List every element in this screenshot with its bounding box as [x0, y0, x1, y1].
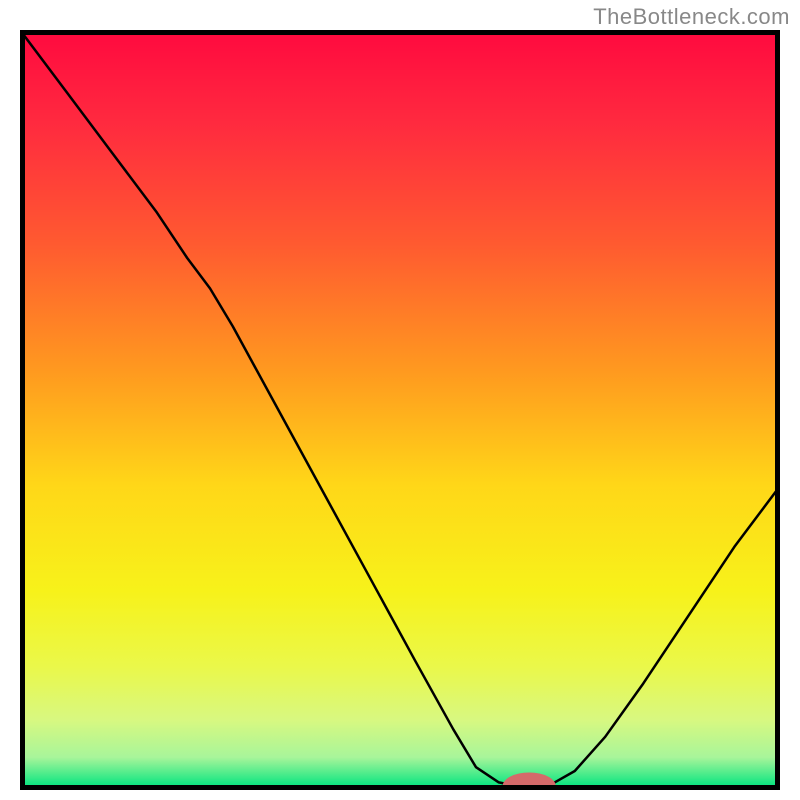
attribution-text: TheBottleneck.com	[593, 4, 790, 30]
plot-box	[20, 30, 780, 790]
chart-container: TheBottleneck.com	[0, 0, 800, 800]
plot-svg	[20, 30, 780, 790]
plot-background	[23, 33, 778, 788]
